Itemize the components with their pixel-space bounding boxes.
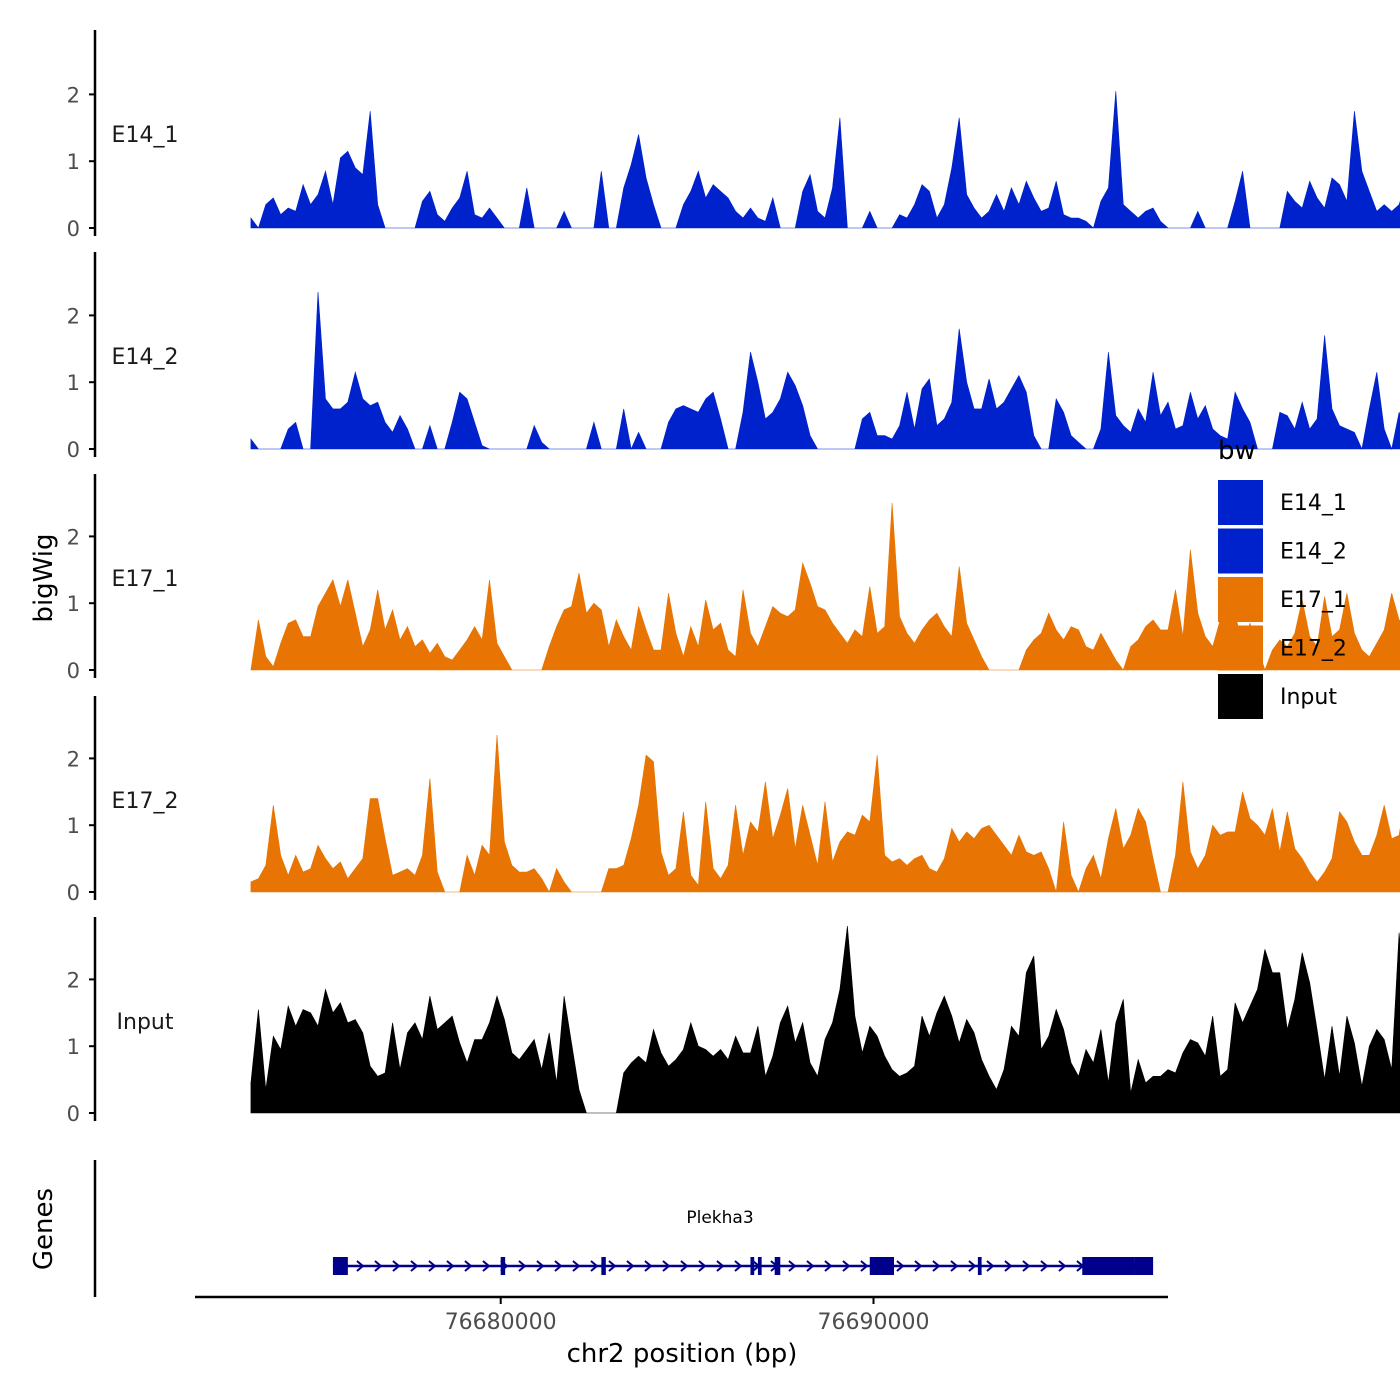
y-tick-label: 2 [67, 525, 80, 549]
strand-arrow [590, 1260, 599, 1272]
track-label: Input [117, 1010, 174, 1035]
strand-arrow [374, 1260, 383, 1272]
strand-arrow [410, 1260, 419, 1272]
genes-panel-label: Genes [29, 1188, 59, 1270]
legend-swatch-E14_2 [1218, 528, 1263, 574]
legend-label-E17_2: E17_2 [1280, 637, 1347, 662]
y-tick-label: 1 [67, 371, 80, 395]
signal-area-Input [250, 925, 1400, 1114]
gene-exon [1082, 1257, 1135, 1275]
y-tick-label: 1 [67, 592, 80, 616]
legend-label-E14_1: E14_1 [1280, 491, 1347, 516]
track-Input: 0 1 2 Input [67, 917, 1400, 1126]
bigwig-tracks: 0 1 2 E14_1 0 1 2 E14_2 0 1 2 E17_1 0 1 2 E17_2 0 1 2 Input [67, 30, 1400, 1126]
strand-arrow [716, 1260, 725, 1272]
x-axis-label: chr2 position (bp) [567, 1339, 798, 1369]
y-tick-label: 2 [67, 83, 80, 107]
legend-swatch-E14_1 [1218, 480, 1263, 525]
strand-arrow [1040, 1260, 1049, 1272]
track-E17_1: 0 1 2 E17_1 [67, 474, 1400, 683]
strand-arrow [626, 1260, 635, 1272]
legend-swatch-E17_2 [1218, 625, 1263, 671]
gene-exon [869, 1257, 894, 1275]
strand-arrow [1022, 1260, 1031, 1272]
track-E14_1: 0 1 2 E14_1 [67, 30, 1400, 241]
gene-name-label: Plekha3 [686, 1208, 753, 1228]
gene-exon [750, 1257, 755, 1275]
strand-arrow [1058, 1260, 1067, 1272]
track-E14_2: 0 1 2 E14_2 [67, 252, 1400, 462]
strand-arrow [986, 1260, 995, 1272]
strand-arrow [896, 1260, 905, 1272]
legend-swatch-Input [1218, 674, 1263, 719]
y-tick-label: 2 [67, 304, 80, 328]
y-tick-label: 1 [67, 814, 80, 838]
strand-arrow [356, 1260, 365, 1272]
strand-arrow [860, 1260, 869, 1272]
legend-label-E17_1: E17_1 [1280, 588, 1347, 613]
strand-arrow [554, 1260, 563, 1272]
y-axis-label: bigWig [29, 533, 59, 622]
strand-arrow [734, 1260, 743, 1272]
gene-exon [774, 1257, 781, 1275]
y-tick-label: 0 [67, 217, 80, 241]
gene-exon [332, 1257, 348, 1275]
strand-arrow [446, 1260, 455, 1272]
signal-area-E14_2 [250, 291, 1400, 451]
genes-panel: Genes Plekha3 [29, 1160, 1154, 1297]
gene-exon [757, 1257, 762, 1275]
track-label: E14_2 [112, 345, 179, 370]
strand-arrow [644, 1260, 653, 1272]
track-label: E17_2 [112, 789, 179, 814]
strand-arrow [392, 1260, 401, 1272]
strand-arrow [788, 1260, 797, 1272]
gene-exon [500, 1257, 506, 1275]
x-axis: 76680000 76690000 [195, 1295, 1168, 1335]
gene-exon [977, 1257, 982, 1275]
legend-title: bw [1218, 436, 1256, 466]
strand-arrow [1004, 1260, 1013, 1272]
strand-arrow [572, 1260, 581, 1272]
strand-arrow [842, 1260, 851, 1272]
strand-arrow [806, 1260, 815, 1272]
y-tick-label: 0 [67, 881, 80, 905]
strand-arrow [482, 1260, 491, 1272]
strand-arrow [536, 1260, 545, 1272]
strand-arrow [968, 1260, 977, 1272]
track-label: E17_1 [112, 567, 179, 592]
strand-arrow [608, 1260, 617, 1272]
x-tick-label: 76680000 [445, 1310, 557, 1335]
strand-arrow [950, 1260, 959, 1272]
strand-arrow [914, 1260, 923, 1272]
track-E17_2: 0 1 2 E17_2 [67, 696, 1400, 905]
y-tick-label: 0 [67, 659, 80, 683]
gene-exon [1134, 1257, 1154, 1275]
strand-arrow [680, 1260, 689, 1272]
y-tick-label: 0 [67, 1102, 80, 1126]
track-label: E14_1 [112, 123, 179, 148]
strand-arrow [698, 1260, 707, 1272]
signal-area-E17_1 [250, 502, 1400, 671]
strand-arrow [932, 1260, 941, 1272]
strand-arrow [824, 1260, 833, 1272]
strand-arrow [428, 1260, 437, 1272]
legend-label-Input: Input [1280, 685, 1337, 710]
y-tick-label: 0 [67, 438, 80, 462]
strand-arrow [464, 1260, 473, 1272]
strand-arrow [518, 1260, 527, 1272]
strand-arrow [662, 1260, 671, 1272]
y-tick-label: 2 [67, 968, 80, 992]
legend-label-E14_2: E14_2 [1280, 540, 1347, 565]
signal-area-E14_1 [250, 91, 1400, 229]
legend: bw E14_1 E14_2 E17_1 E17_2 Input [1218, 436, 1347, 719]
legend-swatch-E17_1 [1218, 577, 1263, 622]
x-tick-label: 76690000 [817, 1310, 929, 1335]
y-tick-label: 1 [67, 1035, 80, 1059]
y-tick-label: 1 [67, 150, 80, 174]
y-tick-label: 2 [67, 747, 80, 771]
gene-exon [601, 1257, 606, 1275]
signal-area-E17_2 [250, 734, 1400, 893]
